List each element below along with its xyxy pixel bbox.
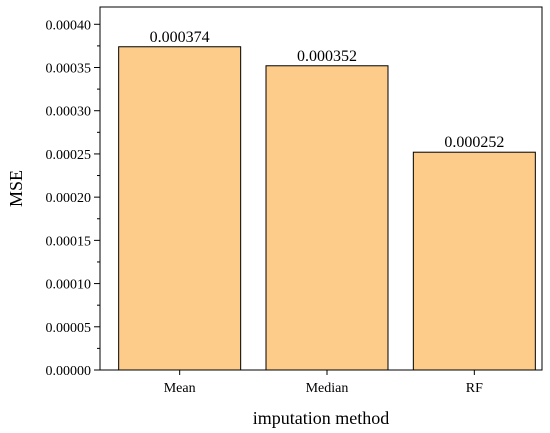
- x-tick-label-mean: Mean: [164, 381, 196, 396]
- data-label-mean: 0.000374: [150, 29, 210, 46]
- data-label-rf: 0.000252: [444, 134, 504, 151]
- y-tick-label: 0.00035: [46, 62, 92, 77]
- x-axis: Mean Median RF: [164, 370, 483, 396]
- bar-mean: [118, 46, 242, 371]
- y-axis-title: MSE: [6, 170, 26, 207]
- plot-frame: [99, 6, 543, 371]
- y-tick-label: 0.00020: [46, 191, 92, 206]
- x-axis-title: imputation method: [253, 408, 390, 428]
- data-label-median: 0.000352: [297, 48, 357, 65]
- x-tick-label-rf: RF: [466, 381, 483, 396]
- y-tick-label: 0.00025: [46, 148, 92, 163]
- y-tick-label: 0.00010: [46, 278, 92, 293]
- y-tick-label: 0.00005: [46, 321, 92, 336]
- x-tick-label-median: Median: [306, 381, 349, 396]
- bars-group: [118, 46, 536, 371]
- y-tick-label: 0.00015: [46, 234, 92, 249]
- y-tick-label: 0.00040: [46, 18, 92, 33]
- bar-median: [265, 65, 389, 371]
- y-tick-label: 0.00030: [46, 105, 92, 120]
- y-tick-label: 0.00000: [46, 364, 92, 379]
- bar-rf: [412, 151, 536, 371]
- y-axis: 0.00000 0.00005 0.00010 0.00015 0.00020 0.000…: [46, 18, 100, 379]
- data-labels-group: 0.000374 0.000352 0.000252: [150, 29, 505, 151]
